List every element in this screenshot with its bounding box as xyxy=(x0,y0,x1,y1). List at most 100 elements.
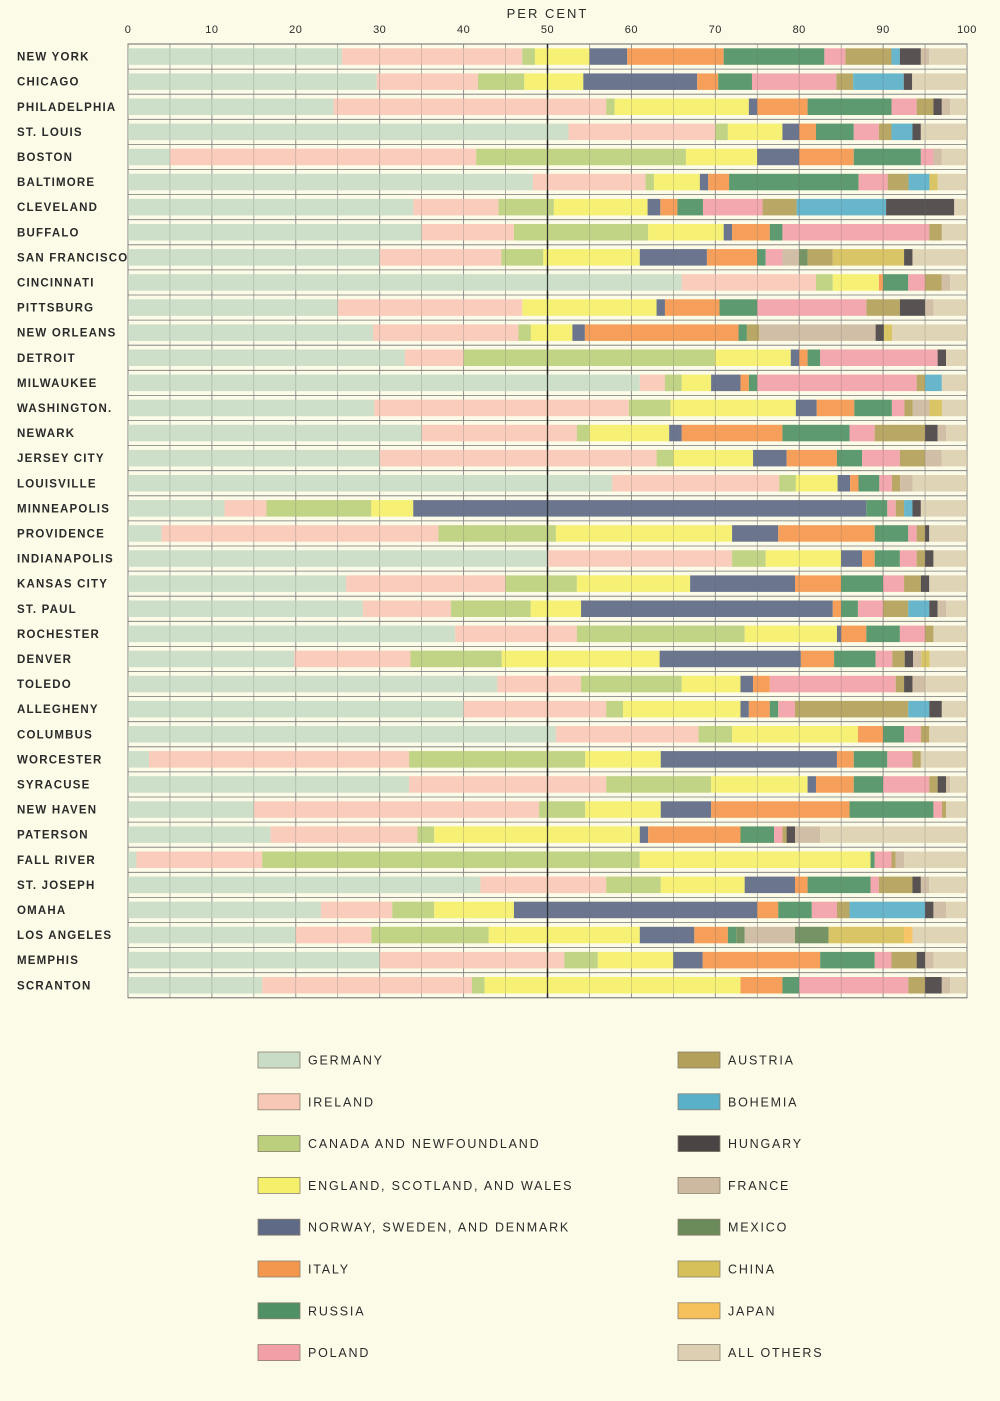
bar-segment-ireland xyxy=(136,851,263,868)
bar-segment-poland xyxy=(887,751,913,768)
legend-swatch xyxy=(257,1260,301,1278)
bar-segment-russia xyxy=(853,148,921,166)
bar-segment-russia xyxy=(870,851,875,868)
city-label: NEW ORLEANS xyxy=(17,328,116,340)
bar-segment-france xyxy=(920,876,930,894)
city-label: MINNEAPOLIS xyxy=(17,503,110,515)
bar-segment-poland xyxy=(757,374,917,392)
bar-segment-ireland xyxy=(294,650,411,668)
bar-segment-poland xyxy=(870,876,879,894)
bar-segment-others xyxy=(933,550,967,567)
bar-segment-germany xyxy=(128,198,414,216)
bar-segment-russia xyxy=(815,123,854,141)
bar-segment-bohemia xyxy=(853,73,904,90)
bar-segment-russia xyxy=(723,48,825,65)
bar-segment-poland xyxy=(858,173,888,191)
bar-segment-hungary xyxy=(929,700,942,718)
bar-segment-bohemia xyxy=(904,500,913,517)
city-label: CINCINNATI xyxy=(17,277,95,289)
city-label: NEWARK xyxy=(17,428,75,440)
bar-segment-others xyxy=(912,249,968,266)
bar-segment-canada xyxy=(262,851,640,868)
bar-segment-norway xyxy=(583,73,698,90)
x-tick-label: 90 xyxy=(876,24,889,36)
bar-segment-ireland xyxy=(379,951,565,969)
bar-segment-france xyxy=(900,475,913,492)
bar-segment-ireland xyxy=(374,399,629,417)
bar-segment-poland xyxy=(849,424,875,442)
legend-item-poland: POLAND xyxy=(257,1344,368,1361)
bar-segment-austria xyxy=(920,726,930,743)
bar-segment-poland xyxy=(799,977,909,994)
bar-segment-italy xyxy=(857,726,884,743)
bar-segment-others xyxy=(933,951,967,969)
bar-segment-russia xyxy=(883,726,905,743)
legend-swatch xyxy=(677,1302,721,1320)
city-label: WASHINGTON. xyxy=(17,403,112,415)
bar-segment-germany xyxy=(128,525,162,542)
legend-item-others: ALL OTHERS xyxy=(677,1344,822,1361)
bar-segment-germany xyxy=(128,575,347,592)
bar-segment-italy xyxy=(795,876,808,894)
bar-segment-france xyxy=(941,977,951,994)
bar-segment-hungary xyxy=(899,299,926,316)
bar-segment-norway xyxy=(699,173,709,191)
bar-segment-canada xyxy=(779,475,796,492)
bar-segment-italy xyxy=(800,650,835,668)
x-tick-label: 100 xyxy=(957,24,977,36)
bar-segment-france xyxy=(925,299,934,316)
bar-segment-canada xyxy=(518,324,531,341)
bar-segment-italy xyxy=(697,73,719,90)
bar-segment-germany xyxy=(128,349,405,366)
legend-swatch xyxy=(257,1302,301,1320)
bar-segment-china xyxy=(921,650,930,668)
legend-swatch xyxy=(677,1177,721,1194)
bar-segment-ireland xyxy=(169,148,477,166)
bar-segment-germany xyxy=(128,475,613,492)
bar-segment-ireland xyxy=(373,324,519,341)
bar-segment-germany xyxy=(128,826,271,843)
bar-segment-germany xyxy=(128,751,149,768)
bar-segment-russia xyxy=(729,173,859,191)
bar-segment-canada xyxy=(606,876,661,894)
bar-segment-hungary xyxy=(925,977,942,994)
bar-segment-italy xyxy=(832,600,842,617)
bar-segment-austria xyxy=(878,876,913,894)
bar-segment-poland xyxy=(862,449,900,467)
bar-segment-ireland xyxy=(379,449,657,467)
legend-item-ireland: IRELAND xyxy=(257,1093,373,1111)
legend-swatch xyxy=(677,1135,721,1152)
bar-segment-others xyxy=(912,73,967,90)
bar-segment-germany xyxy=(128,424,422,442)
bar-segment-hungary xyxy=(912,500,921,517)
bar-segment-austria xyxy=(925,625,934,643)
legend-item-bohemia: BOHEMIA xyxy=(677,1093,796,1111)
bar-segment-others xyxy=(950,98,967,115)
bar-segment-austria xyxy=(916,374,926,392)
bar-segment-norway xyxy=(841,550,863,567)
bar-segment-bohemia xyxy=(849,901,926,919)
bar-segment-england xyxy=(522,299,657,316)
bar-segment-england xyxy=(585,751,661,768)
bar-segment-poland xyxy=(879,475,892,492)
bar-segment-austria xyxy=(891,851,896,868)
bar-segment-others xyxy=(929,726,968,743)
bar-segment-england xyxy=(501,650,660,668)
bar-segment-germany xyxy=(128,249,380,266)
bar-segment-canada xyxy=(522,48,535,65)
bar-segment-norway xyxy=(807,776,816,793)
bar-segment-germany xyxy=(128,625,456,643)
bar-segment-norway xyxy=(753,449,787,467)
bar-segment-austria xyxy=(899,449,926,467)
bar-segment-germany xyxy=(128,726,556,743)
bar-segment-norway xyxy=(732,525,779,542)
bar-segment-poland xyxy=(857,600,884,617)
bar-segment-germany xyxy=(128,123,569,141)
bar-segment-canada xyxy=(463,349,716,366)
bar-segment-ireland xyxy=(161,525,439,542)
bar-segment-norway xyxy=(711,374,741,392)
bar-segment-others xyxy=(929,575,968,592)
bar-segment-england xyxy=(732,726,858,743)
bar-segment-others xyxy=(937,173,967,191)
bar-segment-poland xyxy=(751,73,837,90)
